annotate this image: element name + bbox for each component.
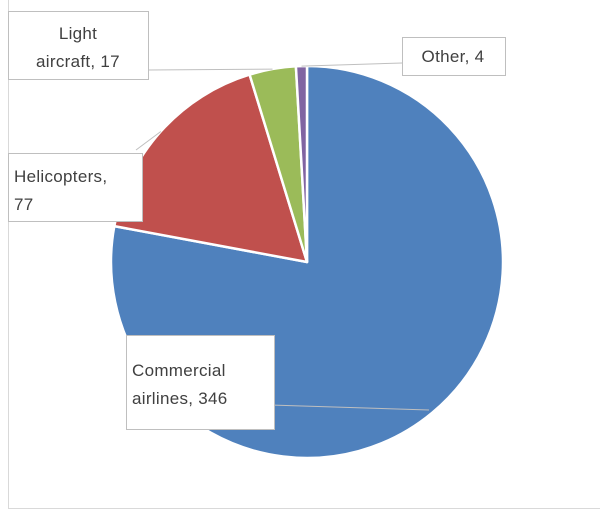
data-label-light-aircraft: Light aircraft, 17 (36, 24, 120, 71)
data-label-box-other (402, 37, 506, 76)
data-labels: Commercial airlines, 346 Helicopters, 77 Lig… (8, 11, 506, 430)
data-label-line: Helicopters, (14, 167, 107, 186)
data-label-line: Commercial (132, 361, 226, 380)
data-label-line: Other, 4 (422, 47, 485, 66)
data-label-other: Other, 4 (422, 47, 485, 66)
data-label-commercial-airlines: Commercial airlines, 346 (132, 361, 228, 408)
data-label-line: aircraft, 17 (36, 52, 120, 71)
data-label-box-commercial-airlines (126, 335, 275, 430)
data-label-box-helicopters (8, 153, 143, 222)
data-label-line: Light (59, 24, 97, 43)
data-label-line: 77 (14, 195, 34, 214)
leader-line-other (301, 62, 403, 67)
leader-line-commercial-airlines (269, 404, 430, 411)
leader-line-helicopters (135, 131, 162, 151)
leader-lines (135, 62, 430, 411)
leader-line-light-aircraft (147, 68, 273, 71)
data-label-line: airlines, 346 (132, 389, 228, 408)
data-label-helicopters: Helicopters, 77 (14, 167, 107, 214)
data-label-box-light-aircraft (8, 11, 149, 80)
